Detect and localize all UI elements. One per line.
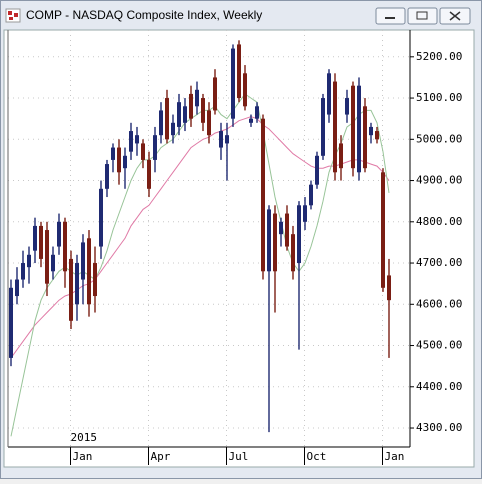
year-label: 2015 <box>71 431 98 444</box>
candle-body <box>15 279 19 297</box>
x-tick-label: Jan <box>385 450 405 463</box>
moving-average <box>10 116 390 359</box>
y-tick-label: 5100.00 <box>416 91 462 104</box>
candle-body <box>375 131 379 140</box>
candle-body <box>21 263 25 280</box>
candle-body <box>309 184 313 206</box>
candle-body <box>369 126 373 136</box>
y-tick-label: 4800.00 <box>416 215 462 228</box>
candle-body <box>315 155 319 185</box>
y-tick-label: 5000.00 <box>416 132 462 145</box>
candle-body <box>33 225 37 251</box>
candle-body <box>171 122 175 136</box>
x-tick-label: Apr <box>151 450 171 463</box>
candle-body <box>81 242 85 280</box>
y-tick-label: 5200.00 <box>416 50 462 63</box>
candle-body <box>327 73 331 115</box>
x-tick-label: Jul <box>229 450 249 463</box>
candle-body <box>333 81 337 173</box>
window-title: COMP - NASDAQ Composite Index, Weekly <box>26 8 262 22</box>
y-tick-label: 4600.00 <box>416 297 462 310</box>
y-tick-label: 4700.00 <box>416 256 462 269</box>
candle-body <box>123 155 127 169</box>
candle-body <box>249 118 253 123</box>
candle-body <box>87 238 91 305</box>
candle-body <box>45 230 49 284</box>
candle-body <box>165 98 169 140</box>
y-tick-label: 4400.00 <box>416 380 462 393</box>
candle-body <box>159 110 163 136</box>
minimize-button[interactable] <box>375 7 406 25</box>
candle-body <box>267 209 271 272</box>
candle-body <box>351 85 355 169</box>
candle-body <box>93 263 97 297</box>
candle-body <box>261 118 265 272</box>
candle-body <box>69 258 73 321</box>
candle-body <box>345 98 349 115</box>
candle-body <box>201 98 205 123</box>
candle-body <box>177 102 181 127</box>
candle-body <box>237 44 241 99</box>
candle-body <box>279 221 283 235</box>
candle-body <box>135 135 139 144</box>
candle-body <box>321 98 325 156</box>
candle-body <box>297 205 301 264</box>
candle-body <box>273 213 277 272</box>
x-tick-label: Oct <box>307 450 327 463</box>
y-tick-label: 4300.00 <box>416 421 462 434</box>
candle-body <box>141 143 145 160</box>
y-tick-label: 4500.00 <box>416 339 462 352</box>
moving-average <box>10 93 390 437</box>
candle-body <box>195 89 199 107</box>
candle-body <box>183 106 187 123</box>
candle-body <box>213 77 217 111</box>
candle-body <box>99 188 103 247</box>
candle-body <box>75 263 79 305</box>
chart: 4300.00 4400.00 4500.00 4600.00 4700.00 4800.… <box>7 30 462 465</box>
candle-body <box>147 159 151 189</box>
candle-body <box>219 131 223 148</box>
candle-body <box>51 254 55 272</box>
candle-body <box>231 48 235 119</box>
candle-body <box>27 254 31 268</box>
y-tick-label: 4900.00 <box>416 174 462 187</box>
candle-body <box>255 106 259 119</box>
candle-body <box>357 85 361 173</box>
candle-body <box>9 287 13 358</box>
candle-body <box>117 147 121 173</box>
candle-body <box>57 221 61 247</box>
candle-body <box>285 213 289 247</box>
candle-body <box>381 172 385 288</box>
window-icon <box>5 8 21 23</box>
candle-body <box>63 221 67 272</box>
candle-body <box>39 225 43 259</box>
close-button[interactable] <box>439 7 471 25</box>
candle-body <box>387 275 391 301</box>
candle-body <box>363 106 367 169</box>
candle-body <box>339 143 343 169</box>
x-tick-label: Jan <box>73 450 93 463</box>
candle-body <box>153 135 157 160</box>
candle-body <box>303 205 307 222</box>
candle-body <box>189 93 193 119</box>
candle-body <box>111 147 115 160</box>
candle-body <box>207 110 211 136</box>
maximize-button[interactable] <box>407 7 438 25</box>
candle-body <box>291 234 295 272</box>
candle-body <box>225 135 229 144</box>
candle-body <box>105 164 109 189</box>
candle-body <box>243 73 247 107</box>
candle-body <box>129 131 133 152</box>
